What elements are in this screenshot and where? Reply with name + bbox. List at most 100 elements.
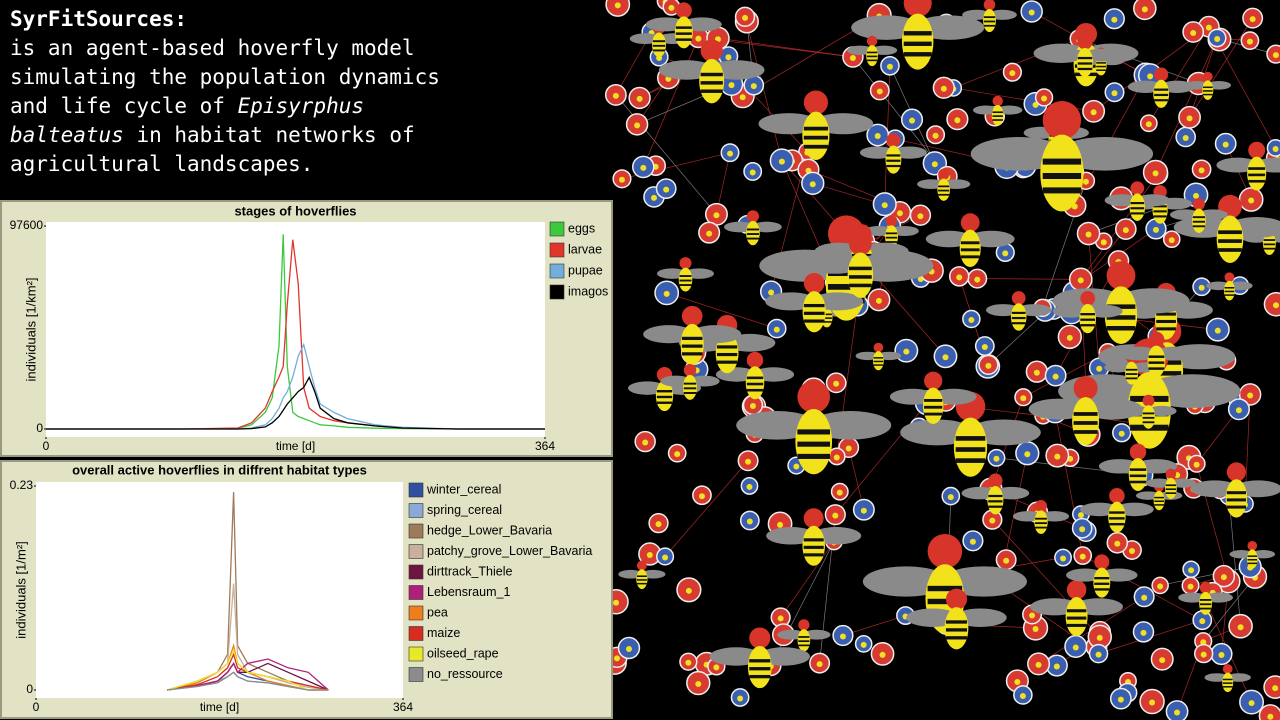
stripe (1263, 243, 1276, 246)
node-bee (706, 230, 713, 237)
stripe (960, 248, 980, 252)
node-bee (874, 133, 881, 140)
stripe (746, 233, 759, 235)
node-bee (989, 517, 996, 524)
node-bee (1019, 692, 1026, 699)
stripe (746, 228, 759, 231)
legend-swatch (408, 564, 424, 580)
stripe (992, 111, 1003, 114)
legend-swatch (408, 585, 424, 600)
hoverfly (1178, 581, 1233, 615)
stripe (1129, 480, 1147, 484)
head (1222, 664, 1233, 674)
stripe (1165, 484, 1177, 487)
plot-title: overall active hoverflies in diffrent ha… (72, 462, 367, 477)
stripe (636, 582, 647, 585)
hoverfly (1066, 554, 1138, 598)
stripe (1199, 603, 1212, 606)
node-bee (773, 326, 780, 333)
stripe (1077, 62, 1093, 65)
stripe (988, 505, 1003, 508)
stripe (866, 59, 878, 62)
node-bee (1077, 277, 1084, 284)
y-tick-label: 0 (26, 682, 33, 696)
stripe (955, 436, 986, 441)
node-bee (1222, 141, 1229, 148)
description: SyrFitSources: is an agent-based hoverfl… (10, 5, 480, 179)
node-bee (663, 290, 670, 297)
stripe (960, 255, 980, 259)
head (1247, 541, 1258, 551)
node-bee (749, 169, 756, 176)
legend-swatch (408, 605, 424, 621)
head (681, 305, 703, 327)
stripe (1129, 468, 1147, 471)
node-bee (1157, 583, 1164, 590)
stripe (821, 317, 832, 319)
head (746, 210, 759, 223)
stripe (955, 447, 986, 452)
stripe (797, 429, 831, 435)
hoverfly (806, 232, 915, 298)
hoverfly (618, 560, 666, 590)
node-bee (845, 445, 852, 452)
plot-title: stages of hoverflies (234, 203, 356, 218)
node-bee (713, 212, 720, 219)
node-bee (663, 186, 670, 193)
legend-label: patchy_grove_Lower_Bavaria (427, 544, 592, 558)
legend-label: spring_cereal (427, 503, 502, 517)
node-bee (1247, 392, 1254, 399)
stripe (1035, 522, 1047, 525)
node-bee (969, 538, 976, 545)
network-edge (1155, 37, 1218, 173)
node-bee (809, 181, 816, 188)
legend-swatch (549, 242, 565, 258)
node-bee (1199, 618, 1206, 625)
node-bee (956, 274, 963, 281)
body (922, 387, 944, 425)
hoverfly (973, 95, 1023, 126)
node-bee (1118, 430, 1125, 437)
stripe (1129, 474, 1147, 478)
hoverfly (962, 0, 1017, 33)
node-bee (695, 681, 702, 688)
body (1141, 405, 1156, 429)
node-bee (1205, 24, 1212, 31)
stripe (746, 237, 759, 240)
node-bee (1009, 70, 1016, 77)
stripe (1226, 505, 1246, 509)
node-bee (1032, 625, 1039, 632)
stripe (1106, 326, 1136, 331)
stripe (1094, 582, 1110, 585)
stripe (1109, 511, 1125, 514)
node-bee (793, 463, 800, 470)
stripe (1130, 207, 1145, 210)
node-bee (1052, 373, 1059, 380)
stripe (1130, 202, 1145, 205)
node-bee (1152, 170, 1159, 177)
stripe (1011, 316, 1026, 320)
head (945, 588, 968, 610)
species-name: Episyrphus balteatus (10, 94, 365, 147)
header: SyrFitSources: is an agent-based hoverfl… (0, 0, 613, 198)
network-edge (666, 292, 777, 329)
node-bee (613, 599, 620, 606)
head (746, 351, 764, 369)
stripe (798, 644, 810, 647)
stripe (652, 44, 666, 47)
node-bee (1117, 696, 1124, 703)
node-bee (1193, 461, 1200, 468)
hoverfly (1170, 197, 1228, 233)
stripe (885, 241, 898, 243)
node-bee (1272, 685, 1279, 692)
node-bee (1002, 250, 1009, 257)
node-bee (1147, 73, 1154, 80)
stripe (656, 390, 673, 393)
stripe (803, 126, 828, 131)
node-bee (1272, 145, 1279, 152)
stripe (1066, 623, 1087, 627)
hoverfly (1229, 541, 1276, 569)
stripe (1035, 517, 1047, 520)
head (683, 363, 697, 377)
stripe (1248, 167, 1266, 170)
